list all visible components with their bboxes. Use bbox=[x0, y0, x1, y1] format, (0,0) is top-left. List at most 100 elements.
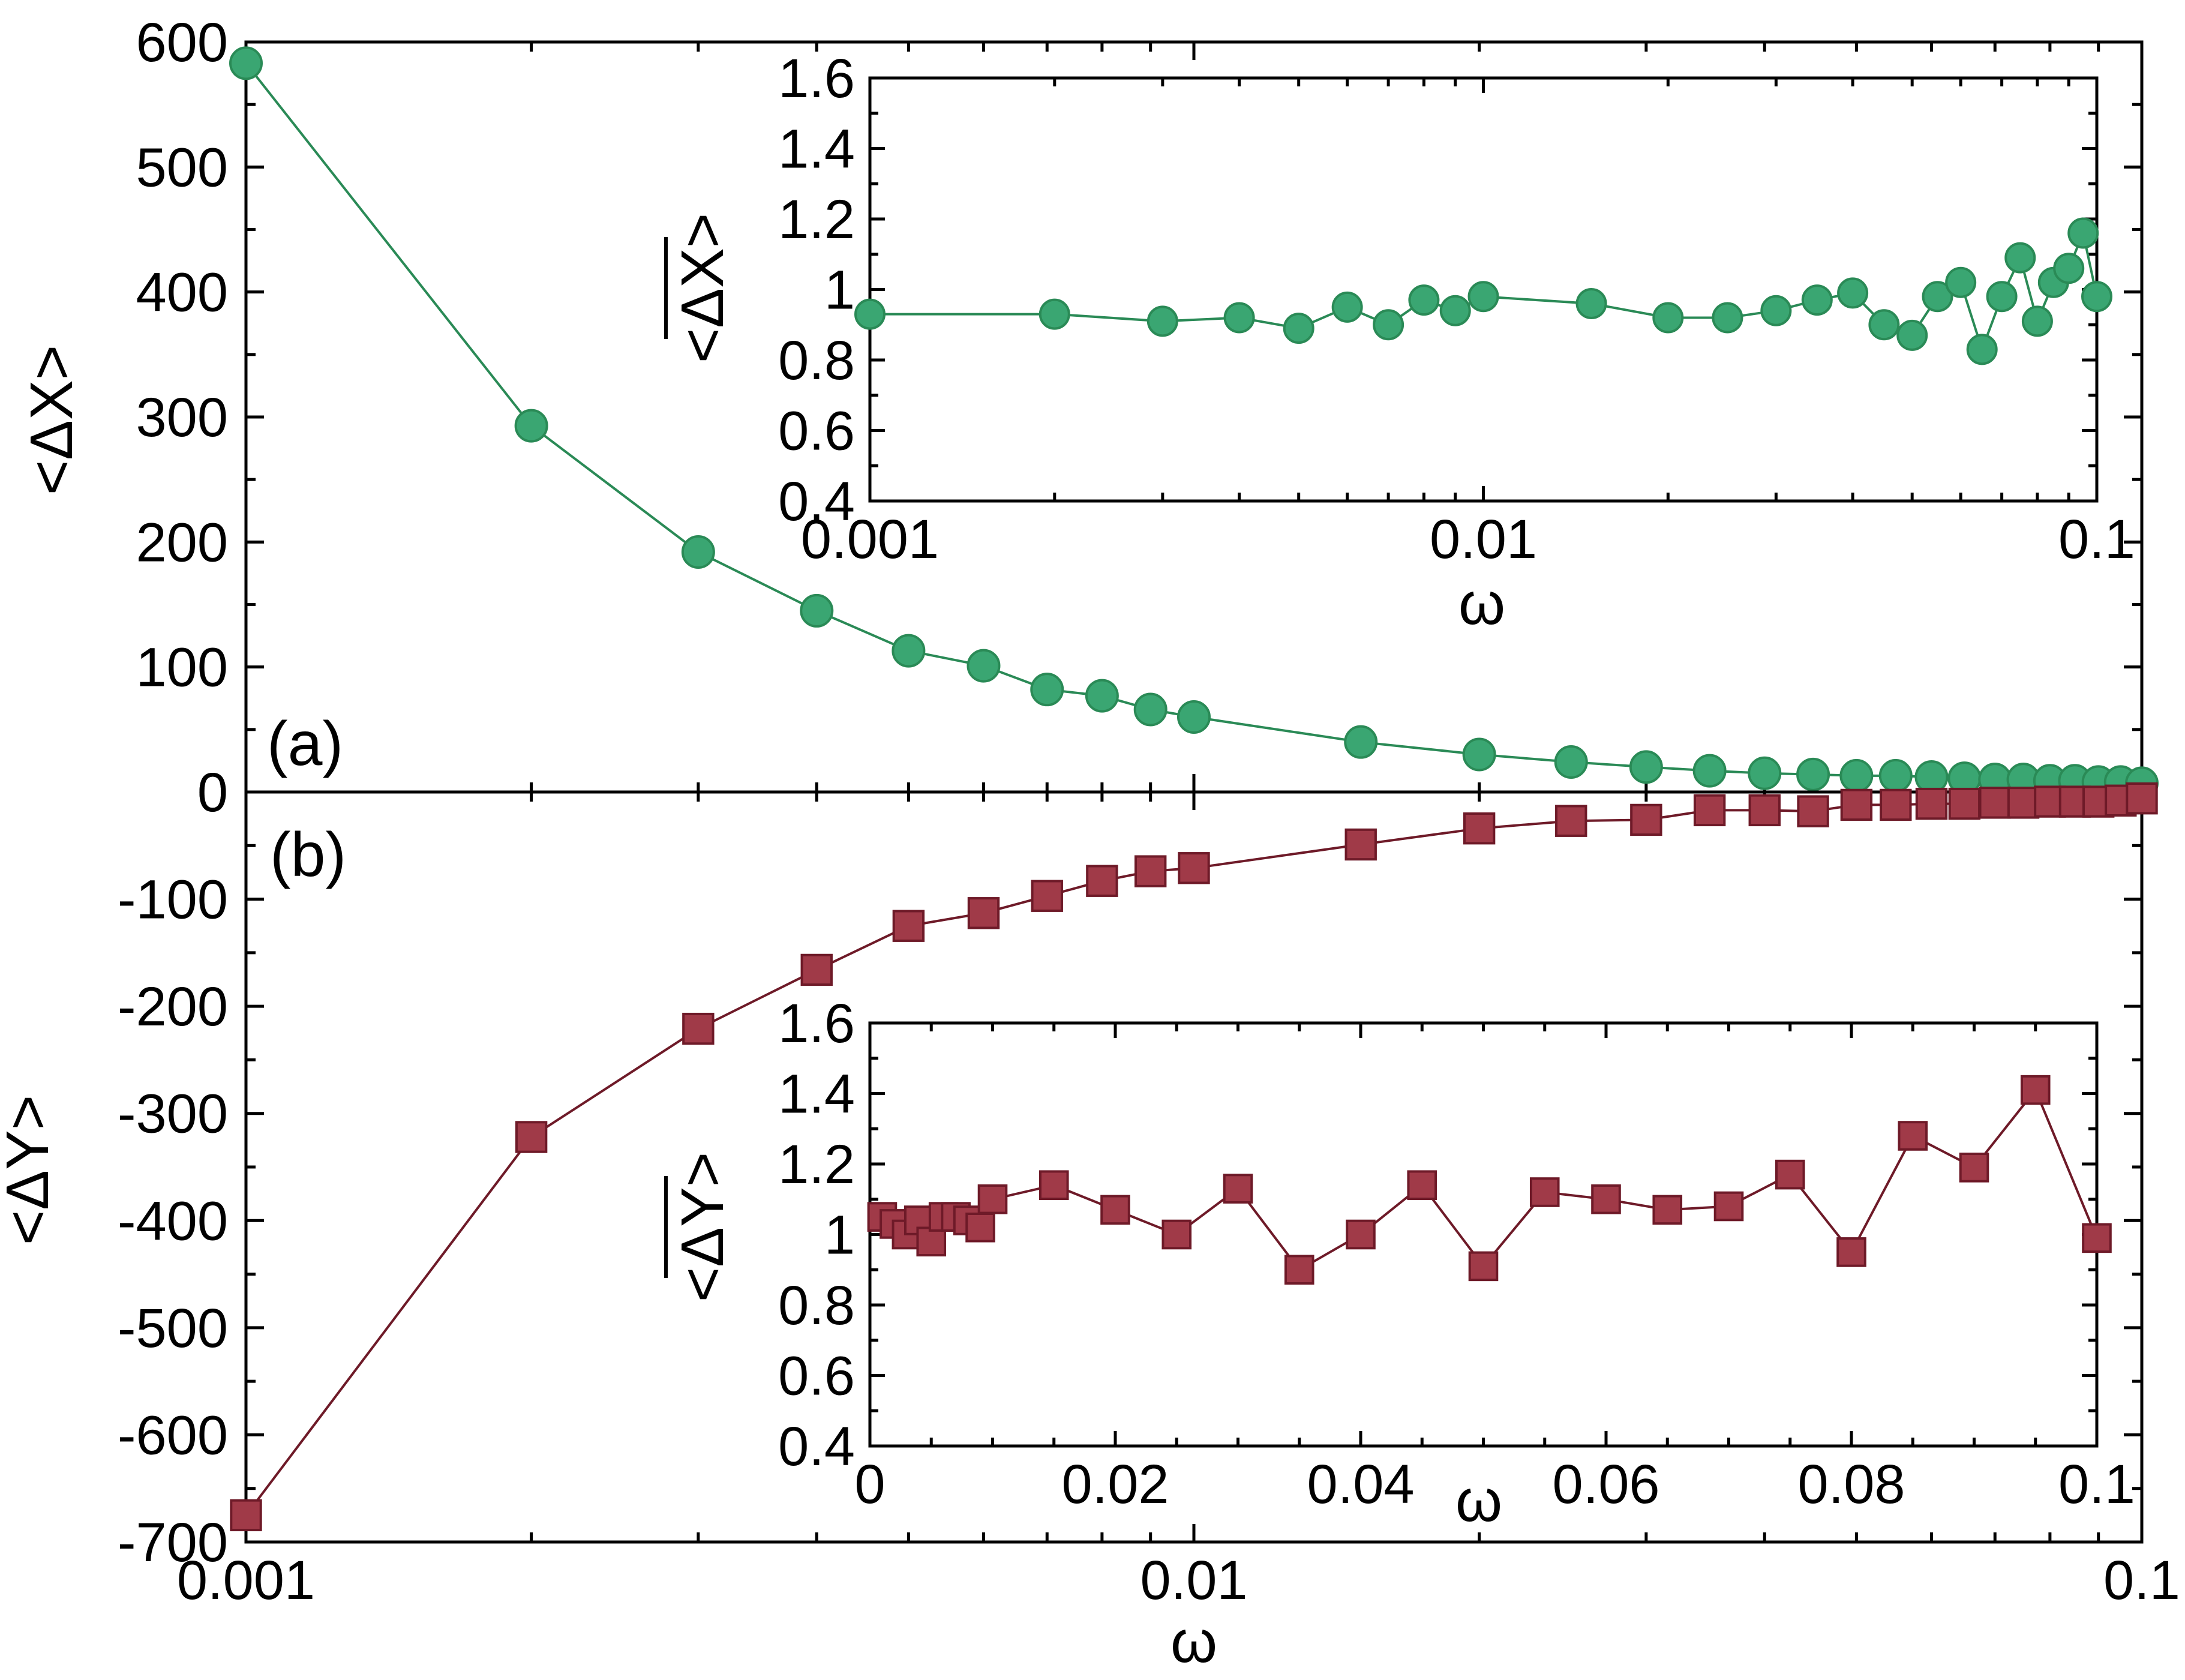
data-point bbox=[1408, 284, 1440, 316]
data-point bbox=[1760, 295, 1792, 326]
panel-a-ylabel: <ΔX> bbox=[18, 345, 85, 495]
data-point bbox=[1796, 757, 1830, 791]
data-point bbox=[800, 953, 833, 986]
ytick-label: 0.4 bbox=[778, 471, 855, 532]
xtick-label: 0.001 bbox=[177, 1550, 315, 1611]
ytick-label: 0.6 bbox=[778, 401, 855, 462]
panel-a: (a) <ΔX> 0 100 200 300 400 500 600 bbox=[18, 12, 2159, 823]
panel-b-ylabel: <ΔY> bbox=[0, 1095, 61, 1245]
data-point bbox=[967, 649, 1001, 683]
data-point bbox=[1898, 1121, 1928, 1151]
data-point bbox=[1161, 1219, 1192, 1250]
ytick-label: 1.2 bbox=[778, 189, 855, 250]
data-point bbox=[1223, 302, 1255, 334]
data-point bbox=[1085, 679, 1119, 713]
xtick-label: 0.1 bbox=[2103, 1550, 2180, 1611]
data-point bbox=[1146, 305, 1178, 337]
inset-a-xlabel: ω bbox=[1458, 570, 1505, 637]
data-point bbox=[681, 535, 715, 569]
data-point bbox=[1878, 758, 1913, 793]
data-point bbox=[1575, 288, 1607, 319]
inset-a-xticks: 0.001 0.01 0.1 bbox=[801, 78, 2135, 570]
data-point bbox=[1555, 805, 1587, 837]
data-point bbox=[1692, 754, 1727, 788]
data-point bbox=[1529, 1177, 1560, 1207]
data-point bbox=[1713, 1191, 1744, 1222]
data-point bbox=[1039, 298, 1070, 330]
data-point bbox=[2020, 1075, 2051, 1105]
data-point bbox=[2126, 782, 2158, 815]
ytick-label: 0.4 bbox=[778, 1416, 855, 1477]
data-point bbox=[2021, 305, 2053, 337]
inset-b-ylabel: <ΔY> bbox=[664, 1152, 736, 1302]
ytick-label: -100 bbox=[118, 869, 228, 931]
data-point bbox=[2081, 281, 2112, 313]
ytick-label: 1.2 bbox=[778, 1134, 855, 1195]
ytick-label: 1.4 bbox=[778, 1064, 855, 1125]
data-point bbox=[1915, 787, 1948, 820]
ytick-label: 1.6 bbox=[778, 48, 855, 109]
inset-a: <ΔX> ω 0.4 0.6 0.8 1 1.2 1.4 1.6 0.001 0.01 0.1 bbox=[664, 48, 2135, 637]
data-point bbox=[1629, 750, 1663, 784]
data-point bbox=[1439, 295, 1471, 326]
data-point bbox=[1712, 302, 1743, 334]
data-point bbox=[800, 593, 834, 628]
data-point bbox=[1283, 313, 1314, 344]
xtick-label: 0.06 bbox=[1552, 1454, 1659, 1515]
data-point bbox=[1086, 865, 1118, 897]
data-point bbox=[1979, 787, 2011, 819]
panel-b-yticks: -700 -600 -500 -400 -300 -200 -100 0 bbox=[118, 762, 2142, 1573]
data-point bbox=[1223, 1174, 1253, 1204]
data-point bbox=[2067, 217, 2099, 249]
inset-a-yticks: 0.4 0.6 0.8 1 1.2 1.4 1.6 bbox=[778, 48, 2097, 532]
ytick-label: 1 bbox=[824, 1205, 855, 1266]
data-point bbox=[1284, 1255, 1314, 1285]
data-point bbox=[1748, 794, 1781, 827]
data-point bbox=[916, 1226, 947, 1257]
data-point bbox=[1959, 1153, 1989, 1183]
ytick-label: 0 bbox=[197, 762, 228, 823]
data-point bbox=[1948, 787, 1981, 820]
data-point bbox=[1344, 725, 1378, 759]
data-point bbox=[1896, 319, 1928, 351]
panel-b-label: (b) bbox=[270, 820, 346, 890]
ytick-label: 400 bbox=[136, 262, 229, 323]
data-point bbox=[1966, 334, 1998, 365]
data-point bbox=[1134, 855, 1167, 887]
inset-b: <ΔY> ω 0.4 0.6 0.8 1 1.2 1.4 1.6 0 0.02 0.04 0.06… bbox=[664, 993, 2135, 1534]
data-point bbox=[1652, 302, 1684, 334]
data-point bbox=[1880, 788, 1912, 821]
data-point bbox=[1346, 1219, 1376, 1250]
data-point bbox=[1030, 673, 1064, 707]
data-point bbox=[892, 910, 925, 942]
data-point bbox=[514, 409, 548, 443]
data-point bbox=[965, 1212, 995, 1243]
data-point bbox=[682, 1012, 715, 1045]
ytick-label: 1.6 bbox=[778, 993, 855, 1054]
data-point bbox=[1554, 745, 1588, 779]
data-point bbox=[1344, 828, 1377, 861]
data-point bbox=[1748, 756, 1782, 790]
data-point bbox=[1467, 281, 1499, 313]
data-point bbox=[230, 1499, 262, 1532]
data-point bbox=[1039, 1170, 1069, 1201]
ytick-label: -500 bbox=[118, 1298, 228, 1359]
data-point bbox=[1591, 1184, 1621, 1214]
data-point bbox=[1463, 812, 1496, 845]
ytick-label: 500 bbox=[136, 137, 229, 198]
data-point bbox=[2004, 242, 2036, 274]
data-point bbox=[2082, 1223, 2112, 1253]
panel-a-label: (a) bbox=[267, 709, 343, 779]
data-point bbox=[1407, 1170, 1437, 1201]
data-point bbox=[1801, 284, 1833, 316]
data-point bbox=[1922, 281, 1953, 313]
inset-b-xlabel: ω bbox=[1455, 1467, 1502, 1534]
ytick-label: 100 bbox=[136, 637, 229, 698]
data-point bbox=[1775, 1159, 1805, 1190]
ytick-label: 1.4 bbox=[778, 119, 855, 180]
xtick-label: 0.08 bbox=[1797, 1454, 1905, 1515]
ytick-label: -300 bbox=[118, 1084, 228, 1145]
panel-b-series bbox=[230, 782, 2158, 1532]
xtick-label: 0.001 bbox=[801, 509, 939, 570]
inset-b-ylabel-text: <ΔY> bbox=[669, 1152, 736, 1302]
